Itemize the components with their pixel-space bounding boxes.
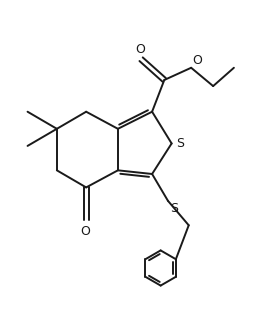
Text: O: O — [135, 43, 145, 55]
Text: S: S — [176, 137, 184, 150]
Text: O: O — [193, 53, 202, 67]
Text: O: O — [80, 225, 90, 238]
Text: S: S — [170, 202, 178, 215]
